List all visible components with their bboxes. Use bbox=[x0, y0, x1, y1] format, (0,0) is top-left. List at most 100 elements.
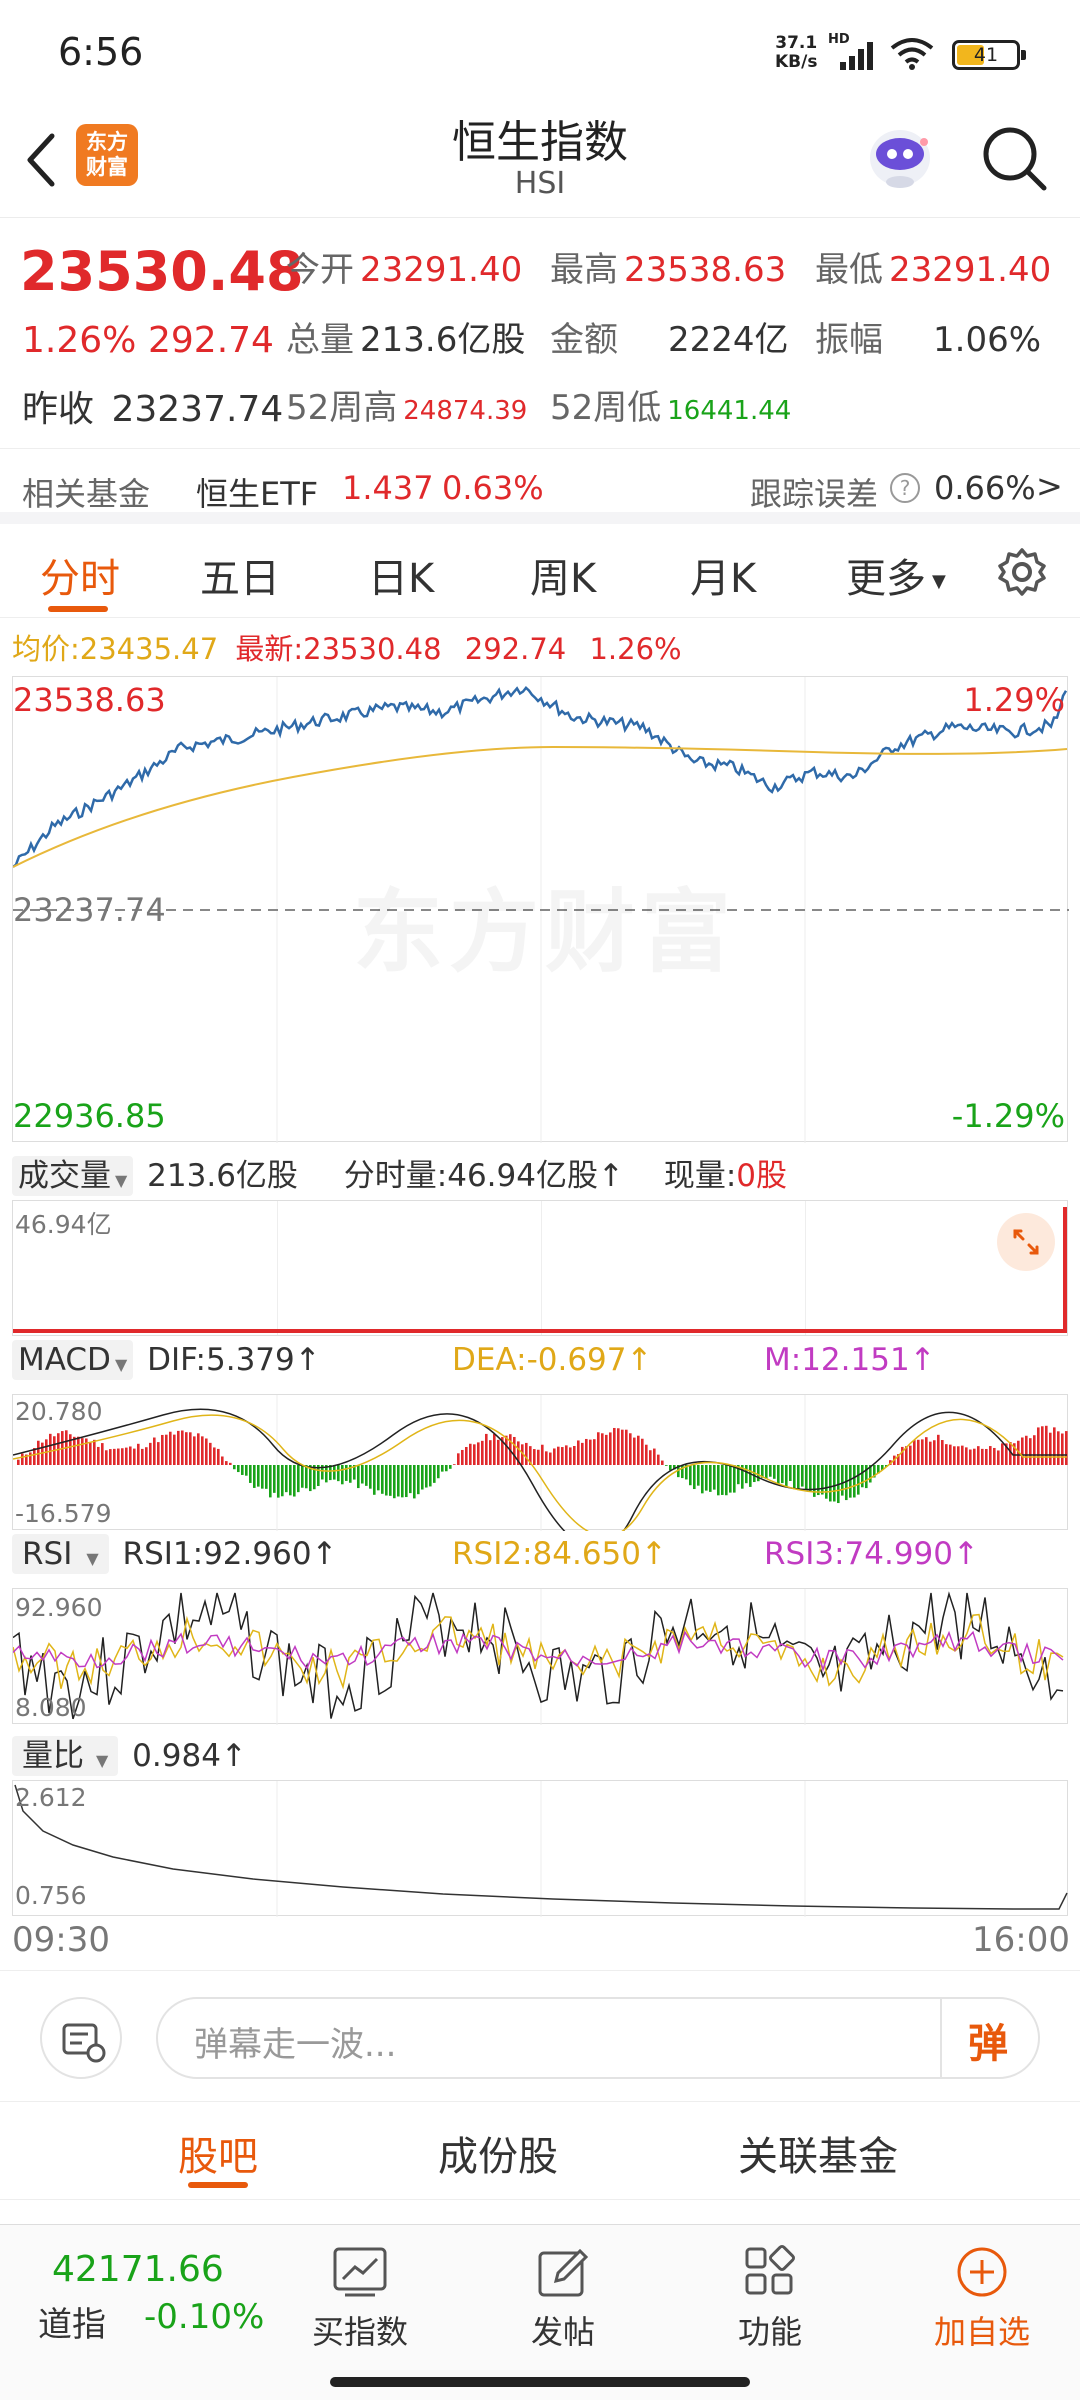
dea-line bbox=[13, 1414, 1067, 1531]
back-icon[interactable] bbox=[22, 130, 62, 190]
macd-bar bbox=[393, 1465, 396, 1499]
nav-buy-index[interactable]: 买指数 bbox=[300, 2235, 420, 2355]
tab-constituents[interactable]: 成份股 bbox=[438, 2134, 558, 2180]
tab-guba[interactable]: 股吧 bbox=[178, 2134, 258, 2180]
macd-bar bbox=[41, 1442, 44, 1465]
macd-bar bbox=[493, 1433, 496, 1465]
volume-chart[interactable]: 46.94亿 bbox=[12, 1200, 1068, 1336]
high-value: 最高 23538.63 bbox=[550, 250, 787, 290]
macd-bar bbox=[1045, 1425, 1048, 1465]
macd-bar bbox=[361, 1465, 364, 1484]
related-fund-row[interactable]: 相关基金 恒生ETF 1.437 0.63% 跟踪误差 ? 0.66% > bbox=[0, 448, 1080, 524]
macd-bar bbox=[961, 1445, 964, 1465]
help-icon[interactable]: ? bbox=[890, 473, 920, 503]
tab-intraday[interactable]: 分时 bbox=[40, 556, 120, 602]
macd-bar bbox=[925, 1437, 928, 1465]
danmaku-settings-icon[interactable] bbox=[40, 1997, 122, 2079]
nav-functions[interactable]: 功能 bbox=[710, 2235, 830, 2355]
tab-related-funds[interactable]: 关联基金 bbox=[738, 2134, 898, 2180]
macd-bar bbox=[829, 1465, 832, 1502]
danmaku-input[interactable]: 弹幕走一波... 弹 bbox=[156, 1997, 1040, 2079]
macd-bar bbox=[1053, 1427, 1056, 1465]
ratio-chart[interactable]: 2.612 0.756 bbox=[12, 1780, 1068, 1917]
tab-five-day[interactable]: 五日 bbox=[200, 556, 280, 602]
rsi-selector[interactable]: RSI ▼ bbox=[12, 1534, 109, 1574]
macd-bar bbox=[813, 1465, 816, 1497]
rsi2-line bbox=[13, 1613, 1064, 1690]
macd-bar bbox=[773, 1465, 776, 1479]
chevron-right-icon[interactable]: > bbox=[1036, 467, 1063, 505]
macd-bar bbox=[1037, 1427, 1040, 1465]
macd-bar bbox=[617, 1428, 620, 1465]
macd-chart[interactable]: 20.780 -16.579 bbox=[12, 1394, 1068, 1531]
tab-more[interactable]: 更多 ▼ bbox=[846, 556, 946, 602]
robot-assistant-icon[interactable] bbox=[862, 118, 938, 194]
macd-selector[interactable]: MACD ▼ bbox=[12, 1340, 134, 1380]
nav-add-watchlist[interactable]: 加自选 bbox=[912, 2235, 1052, 2355]
macd-bar bbox=[465, 1446, 468, 1465]
macd-bar bbox=[249, 1465, 252, 1483]
macd-bar bbox=[909, 1445, 912, 1465]
macd-bar bbox=[345, 1465, 348, 1481]
macd-axis-max: 20.780 bbox=[15, 1397, 103, 1426]
macd-bar bbox=[401, 1465, 404, 1498]
ratio-selector[interactable]: 量比 ▼ bbox=[12, 1736, 119, 1776]
home-indicator bbox=[330, 2377, 750, 2387]
macd-bar bbox=[409, 1465, 412, 1494]
nav-post[interactable]: 发帖 bbox=[503, 2235, 623, 2355]
expand-icon[interactable] bbox=[997, 1213, 1055, 1271]
macd-bar bbox=[141, 1448, 144, 1465]
macd-bar bbox=[441, 1465, 444, 1472]
macd-bar bbox=[1033, 1435, 1036, 1465]
volume-selector[interactable]: 成交量 ▼ bbox=[12, 1156, 134, 1196]
macd-bar bbox=[789, 1465, 792, 1481]
volume-baseline bbox=[13, 1329, 1067, 1333]
macd-bar bbox=[325, 1465, 328, 1483]
macd-bar bbox=[801, 1465, 804, 1487]
macd-bar bbox=[921, 1439, 924, 1465]
settings-gear-icon[interactable] bbox=[996, 546, 1048, 598]
macd-bar bbox=[845, 1465, 848, 1501]
rsi-chart[interactable]: 92.960 8.080 bbox=[12, 1588, 1068, 1725]
macd-bar bbox=[573, 1445, 576, 1465]
macd-bar bbox=[933, 1440, 936, 1465]
rsi3-value: RSI3:74.990↑ bbox=[764, 1536, 979, 1572]
tab-monthly-k[interactable]: 月K bbox=[690, 556, 757, 602]
macd-bar bbox=[277, 1465, 280, 1498]
macd-bar bbox=[341, 1465, 344, 1485]
danmaku-toggle-button[interactable]: 弹 bbox=[968, 2021, 1008, 2067]
macd-bar bbox=[101, 1443, 104, 1465]
tracking-error-value: 0.66% bbox=[934, 469, 1036, 507]
search-icon[interactable] bbox=[980, 124, 1050, 194]
fund-name[interactable]: 恒生ETF bbox=[196, 475, 319, 513]
macd-bar bbox=[605, 1434, 608, 1465]
macd-bar bbox=[609, 1432, 612, 1465]
dow-ticker[interactable]: 42171.66 道指 -0.10% bbox=[0, 2225, 290, 2355]
macd-bar bbox=[765, 1465, 768, 1479]
macd-bar bbox=[1013, 1443, 1016, 1465]
macd-bar bbox=[541, 1444, 544, 1465]
macd-bar bbox=[133, 1448, 136, 1465]
danmaku-placeholder: 弹幕走一波... bbox=[194, 2025, 397, 2065]
macd-bar bbox=[529, 1446, 532, 1465]
macd-bar bbox=[109, 1449, 112, 1465]
macd-bar bbox=[937, 1434, 940, 1465]
macd-bar bbox=[37, 1440, 40, 1465]
macd-bar bbox=[33, 1448, 36, 1465]
tab-weekly-k[interactable]: 周K bbox=[530, 556, 597, 602]
macd-bar bbox=[601, 1433, 604, 1465]
macd-bar bbox=[737, 1465, 740, 1485]
macd-bar bbox=[521, 1444, 524, 1465]
macd-bar bbox=[777, 1465, 780, 1486]
macd-bar bbox=[265, 1465, 268, 1489]
macd-bar bbox=[725, 1465, 728, 1496]
tab-daily-k[interactable]: 日K bbox=[368, 556, 435, 602]
macd-bar bbox=[649, 1450, 652, 1465]
volume-axis-max: 46.94亿 bbox=[15, 1210, 112, 1239]
macd-bar bbox=[1061, 1433, 1064, 1465]
macd-bar bbox=[237, 1465, 240, 1473]
macd-bar bbox=[209, 1442, 212, 1465]
status-time: 6:56 bbox=[58, 30, 144, 74]
